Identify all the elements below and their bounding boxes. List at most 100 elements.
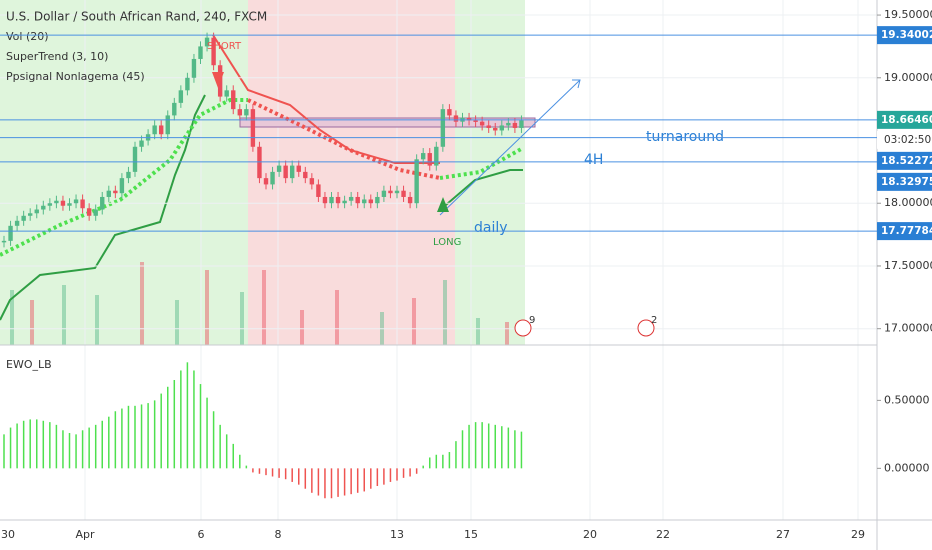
long-label: LONG bbox=[433, 237, 461, 248]
candle bbox=[322, 196, 328, 204]
candle bbox=[421, 153, 426, 160]
candle bbox=[237, 109, 242, 116]
candle bbox=[270, 171, 275, 185]
candle bbox=[152, 125, 157, 135]
annotation: 4H bbox=[584, 152, 603, 168]
x-tick-label: 22 bbox=[656, 528, 670, 541]
nonlag-ma bbox=[247, 98, 441, 180]
candle bbox=[198, 46, 203, 59]
y-tick-label: 17.00000 bbox=[884, 322, 932, 335]
candle bbox=[191, 58, 197, 78]
candle bbox=[290, 165, 295, 179]
candle bbox=[434, 146, 439, 166]
candle bbox=[34, 209, 39, 214]
candle bbox=[119, 178, 125, 194]
chart-title: U.S. Dollar / South African Rand, 240, F… bbox=[6, 10, 267, 24]
candle bbox=[394, 190, 400, 194]
candle bbox=[335, 196, 341, 204]
candle bbox=[486, 125, 491, 128]
y-tick-label: 0.50000 bbox=[884, 393, 930, 406]
candle bbox=[1, 240, 7, 243]
candle bbox=[473, 120, 478, 122]
candle bbox=[506, 122, 511, 126]
indicator-label: Ppsignal Nonlagema (45) bbox=[6, 70, 145, 83]
annotation: daily bbox=[474, 220, 508, 236]
x-tick-label: 15 bbox=[464, 528, 478, 541]
level-tag bbox=[877, 26, 932, 45]
level-label: 17.77784 bbox=[881, 225, 932, 237]
candle bbox=[316, 184, 321, 197]
candle bbox=[296, 165, 301, 172]
level-label: 19.34002 bbox=[881, 29, 932, 41]
candle bbox=[172, 102, 177, 116]
candle bbox=[303, 171, 308, 179]
bg-long bbox=[0, 0, 248, 345]
candle bbox=[8, 225, 13, 241]
candle bbox=[427, 153, 432, 166]
candle bbox=[407, 196, 413, 204]
candle bbox=[263, 178, 269, 185]
candle bbox=[47, 203, 53, 206]
candle bbox=[224, 90, 229, 97]
candle bbox=[204, 37, 210, 47]
candle bbox=[388, 190, 393, 194]
trend-arrow bbox=[439, 79, 581, 216]
level-tag bbox=[877, 151, 932, 170]
x-tick-label: 6 bbox=[198, 528, 205, 541]
candle bbox=[54, 200, 59, 204]
candle bbox=[375, 196, 380, 204]
x-tick-label: Apr bbox=[75, 528, 95, 541]
short-label: SHORT bbox=[207, 41, 242, 52]
candle bbox=[479, 121, 485, 126]
candle bbox=[414, 159, 419, 204]
level-label: 18.32975 bbox=[881, 176, 932, 188]
supertrend-up bbox=[439, 169, 523, 211]
candle bbox=[283, 165, 288, 179]
grid bbox=[84, 0, 859, 520]
indicator-label: Vol (20) bbox=[6, 30, 49, 43]
candle bbox=[257, 146, 262, 179]
event-icon[interactable] bbox=[514, 319, 532, 337]
x-tick-label: 29 bbox=[851, 528, 865, 541]
level-label: 18.66460 bbox=[881, 114, 932, 126]
level-label: 18.52272 bbox=[881, 155, 932, 167]
candle bbox=[401, 190, 406, 197]
event-count[interactable]: 9 bbox=[529, 315, 535, 326]
x-tick-label: 27 bbox=[776, 528, 790, 541]
candle bbox=[250, 109, 256, 147]
candle bbox=[21, 215, 26, 221]
event-count[interactable]: 2 bbox=[651, 315, 657, 326]
nonlag-ma bbox=[0, 98, 248, 257]
candle bbox=[159, 125, 164, 135]
level-tag bbox=[877, 222, 932, 241]
candle bbox=[73, 199, 79, 204]
candle bbox=[113, 190, 118, 194]
y-tick-label: 18.00000 bbox=[884, 196, 932, 209]
candle bbox=[165, 115, 170, 135]
candle bbox=[342, 200, 347, 204]
candle bbox=[309, 178, 315, 185]
candle bbox=[67, 203, 72, 206]
x-tick-label: 30 bbox=[1, 528, 15, 541]
candle bbox=[381, 190, 387, 197]
event-icon[interactable] bbox=[637, 319, 655, 337]
candle bbox=[512, 122, 518, 128]
indicator-label: EWO_LB bbox=[6, 358, 52, 371]
candle bbox=[139, 140, 144, 147]
candle bbox=[362, 199, 367, 204]
y-tick-label: 19.50000 bbox=[884, 8, 932, 21]
indicator-label: SuperTrend (3, 10) bbox=[6, 50, 108, 63]
candle bbox=[276, 165, 282, 172]
short-arrow bbox=[212, 72, 224, 88]
arrow-head bbox=[572, 79, 581, 89]
candle bbox=[132, 146, 138, 172]
candle bbox=[86, 208, 92, 216]
candle bbox=[231, 90, 236, 110]
countdown: 03:02:50 bbox=[884, 134, 931, 146]
candle bbox=[211, 37, 216, 66]
candle bbox=[178, 90, 184, 103]
annotation: turnaround bbox=[646, 129, 724, 145]
nonlag-ma bbox=[439, 146, 524, 180]
candle bbox=[440, 109, 446, 147]
